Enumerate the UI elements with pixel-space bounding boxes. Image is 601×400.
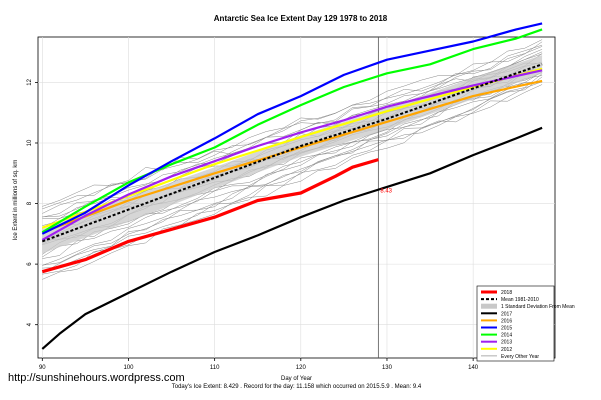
legend-label: 2018: [501, 290, 512, 296]
series-line-2014: [41, 28, 543, 234]
y-tick-label: 4: [27, 322, 33, 326]
footer-stats: Today's Ice Extent: 8.429 . Record for t…: [171, 384, 422, 390]
series-line-every-other-year: [42, 84, 543, 280]
series-line-every-other-year: [42, 82, 543, 274]
series-line-2013: [41, 69, 543, 241]
std-dev-band: [42, 55, 543, 254]
current-value-label: 8.43: [380, 189, 392, 195]
y-tick-label: 8: [27, 201, 33, 205]
series-line-2012: [41, 67, 543, 229]
legend-label: 2016: [501, 318, 512, 324]
x-tick-label: 120: [296, 365, 307, 371]
legend-label: 1 Standard Deviation From Mean: [501, 304, 575, 310]
legend-label: 2017: [501, 311, 512, 317]
series-line-2016: [41, 79, 543, 234]
x-tick-label: 130: [382, 365, 393, 371]
x-tick-label: 90: [39, 365, 46, 371]
x-tick-label: 140: [468, 365, 479, 371]
series-line-every-other-year: [42, 81, 543, 275]
y-axis-label: Ice Extent in millions of sq. km: [13, 159, 19, 241]
series-line-mean-1981-2010: [41, 63, 543, 243]
series-line-2017: [41, 126, 543, 350]
x-tick-label: 100: [123, 365, 134, 371]
x-axis-label: Day of Year: [280, 376, 313, 382]
series-line-every-other-year: [42, 39, 543, 207]
series-line-2018: [41, 158, 379, 274]
legend-label: 2015: [501, 326, 512, 332]
legend-label: 2014: [501, 333, 512, 339]
series-line-every-other-year: [42, 73, 543, 266]
x-tick-label: 110: [210, 365, 220, 371]
legend-swatch: [481, 303, 497, 309]
series-line-every-other-year: [42, 46, 543, 218]
chart-title: Antarctic Sea Ice Extent Day 129 1978 to…: [213, 14, 388, 23]
y-tick-label: 6: [27, 262, 33, 266]
legend-label: Mean 1981-2010: [501, 297, 539, 303]
legend-label: Every Other Year: [501, 354, 539, 360]
source-url: http://sunshinehours.wordpress.com: [8, 372, 185, 384]
legend-label: 2012: [501, 347, 512, 353]
series-line-every-other-year: [42, 76, 543, 269]
series-line-2015: [41, 22, 543, 235]
y-tick-label: 12: [27, 78, 33, 85]
legend-label: 2013: [501, 340, 512, 346]
y-tick-label: 10: [27, 139, 33, 146]
